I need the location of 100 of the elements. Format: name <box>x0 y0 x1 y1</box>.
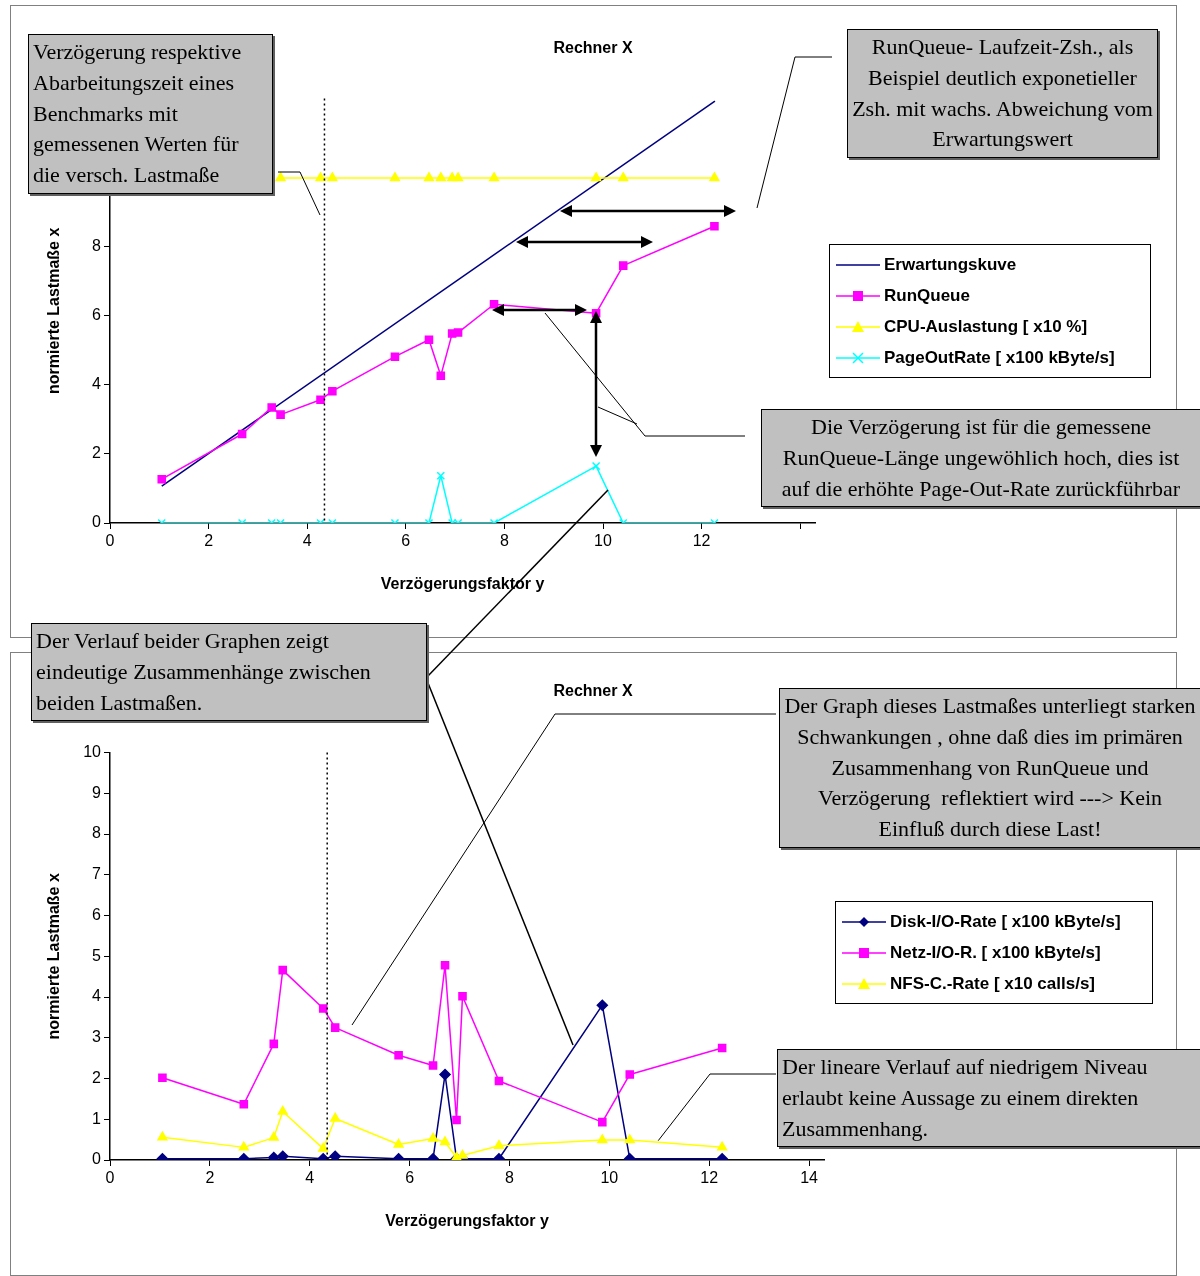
point <box>427 1132 439 1142</box>
annotation: Der Graph dieses Lastmaßes unterliegt starken Schwankungen , ohne daß dies im primären Zusammenhang von RunQueue und Verzögerung reflektiert wird ---> Kein Einfluß durch diese Last! <box>779 688 1200 848</box>
point <box>452 1115 461 1125</box>
chart-title: Rechner X <box>553 39 633 57</box>
point <box>709 172 720 182</box>
x-tick-label: 0 <box>105 1169 115 1187</box>
point <box>318 1142 329 1152</box>
point <box>276 410 285 419</box>
x-tick-label: 0 <box>105 532 115 550</box>
point <box>440 960 450 970</box>
chart-title: Rechner X <box>553 682 633 700</box>
point <box>277 1105 288 1115</box>
point <box>439 1136 451 1146</box>
y-tick-label: 6 <box>92 306 102 324</box>
point <box>318 1004 328 1013</box>
point <box>710 221 719 231</box>
point <box>624 1134 635 1144</box>
legend-label: PageOutRate [ x100 kByte/s] <box>884 347 1115 368</box>
point <box>269 1039 279 1049</box>
point <box>278 965 288 975</box>
point <box>239 1099 249 1109</box>
point <box>157 474 167 484</box>
text: RunQueue- Laufzeit-Zsh., als Beispiel deutlich exponetieller Zsh. mit wachs. Abweichung vom Erwartungswert <box>847 29 1158 159</box>
point <box>493 1139 505 1149</box>
y-tick-label: 10 <box>83 743 102 761</box>
point <box>453 328 463 337</box>
y-tick-label: 2 <box>92 1068 102 1086</box>
y-tick-label: 8 <box>92 824 102 842</box>
point <box>424 335 434 345</box>
point <box>315 172 326 182</box>
point <box>389 172 401 182</box>
point <box>267 403 276 412</box>
legend-label: NFS-C.-Rate [ x10 calls/s] <box>890 973 1096 994</box>
point <box>237 429 247 439</box>
x-tick-label: 6 <box>405 1169 415 1187</box>
point <box>330 1112 341 1122</box>
point <box>591 461 601 471</box>
point <box>329 1150 341 1160</box>
point <box>390 352 400 361</box>
point <box>439 1068 451 1081</box>
x-axis-title: Verzögerungsfaktor y <box>385 1211 549 1229</box>
point <box>488 172 500 182</box>
x-tick-label: 6 <box>401 532 411 550</box>
annotation: Der lineare Verlauf auf niedrigem Niveau erlaubt keine Aussage zu einem direkten Zusammenhang. <box>777 1049 1200 1148</box>
point <box>717 1043 727 1053</box>
point <box>625 1070 635 1079</box>
legend-label: Netz-I/O-R. [ x100 kByte/s] <box>890 942 1101 963</box>
y-axis-title: normierte Lastmaße x <box>45 873 63 1040</box>
x-tick-label: 12 <box>700 1169 719 1187</box>
legend-label: CPU-Auslastung [ x10 %] <box>884 316 1088 337</box>
point <box>268 1131 279 1141</box>
y-tick-label: 4 <box>92 375 102 393</box>
y-tick-label: 4 <box>92 987 102 1005</box>
point <box>393 1138 404 1148</box>
point <box>458 991 467 1001</box>
y-tick-label: 5 <box>92 946 102 964</box>
point <box>277 1150 289 1160</box>
point <box>489 299 499 309</box>
x-tick-label: 4 <box>305 1169 315 1187</box>
point <box>452 172 464 182</box>
y-tick-label: 7 <box>92 865 102 883</box>
point <box>327 172 338 182</box>
point <box>598 1117 607 1127</box>
point <box>330 1023 340 1032</box>
x-tick-label: 12 <box>692 532 711 550</box>
point <box>423 172 435 182</box>
point <box>428 1061 438 1070</box>
y-tick-label: 1 <box>92 1109 102 1127</box>
point <box>618 172 629 182</box>
legend-label: Disk-I/O-Rate [ x100 kByte/s] <box>890 911 1121 932</box>
point <box>316 395 325 405</box>
annotation: Die Verzögerung ist für die gemessene RunQueue-Länge ungewöhlich hoch, dies ist auf die erhöhte Page-Out-Rate zurückführbar <box>761 409 1200 508</box>
point <box>328 386 337 396</box>
x-tick-label: 8 <box>504 1169 514 1187</box>
y-tick-label: 8 <box>92 237 102 255</box>
text: Der Verlauf beider Graphen zeigt eindeutige Zusammenhänge zwischen beiden Lastmaßen. <box>31 623 427 722</box>
x-tick-label: 10 <box>600 1169 619 1187</box>
legend-label: RunQueue <box>884 285 970 306</box>
point <box>436 471 446 481</box>
point <box>591 172 602 182</box>
point <box>436 371 446 380</box>
y-tick-label: 6 <box>92 905 102 923</box>
y-tick-label: 9 <box>92 783 102 801</box>
point <box>435 172 446 182</box>
y-tick-label: 0 <box>92 513 102 531</box>
x-tick-label: 14 <box>800 1169 819 1187</box>
point <box>157 1131 168 1141</box>
x-tick-label: 10 <box>594 532 613 550</box>
x-tick-label: 4 <box>302 532 312 550</box>
x-tick-label: 2 <box>204 532 214 550</box>
annotation: Verzögerung respektive Abarbeitungszeit eines Benchmarks mit gemessenen Werten für die versch. Lastmaße <box>28 34 273 194</box>
y-tick-label: 0 <box>92 1150 102 1168</box>
point <box>268 1151 280 1160</box>
point <box>618 261 628 270</box>
legend-label: Erwartungskuve <box>884 254 1017 275</box>
point <box>158 1073 167 1082</box>
y-axis-title: normierte Lastmaße x <box>45 227 63 394</box>
x-tick-label: 8 <box>499 532 509 550</box>
point <box>394 1051 403 1060</box>
point <box>238 1141 249 1151</box>
